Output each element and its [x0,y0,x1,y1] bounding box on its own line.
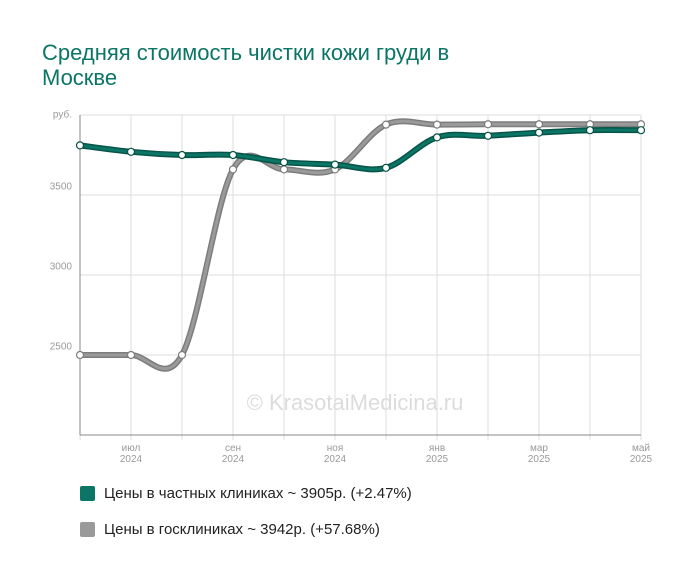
point [534,128,544,137]
legend-item: Цены в госклиниках ~ 3942р. (+57.68%) [80,521,380,538]
y-tick-label: руб. [53,109,72,121]
point [534,120,544,129]
x-tick-label: май 2025 [629,443,653,465]
point [483,131,493,140]
line [79,128,642,171]
point [585,126,595,135]
point [636,126,646,135]
point [432,120,442,129]
y-tick-label: 3000 [50,262,73,273]
legend-swatch [80,486,95,501]
point [483,120,493,129]
point [330,160,340,169]
x-tick-label: сен 2024 [221,443,245,465]
point [228,165,238,174]
x-tick-label: июл 2024 [119,443,143,465]
point [75,350,85,360]
line-edge [80,118,641,372]
point [381,163,391,172]
chart-title: Средняя стоимость чистки кожи груди в Мо… [42,40,450,90]
line [80,119,641,371]
x-tick-label: мар 2025 [527,443,551,465]
point [279,165,289,174]
point [177,150,187,160]
point [126,350,136,360]
point [432,133,442,142]
legend-label: Цены в госклиниках ~ 3942р. (+57.68%) [104,521,380,538]
legend-label: Цены в частных клиниках ~ 3905р. (+2.47%… [104,485,412,502]
point [126,147,136,156]
point [279,158,289,167]
watermark: © KrasotaiMedicina.ru [247,390,464,415]
point [228,150,238,160]
y-tick-label: 3500 [50,182,73,193]
legend-swatch [80,522,95,537]
point [177,350,187,360]
x-tick-label: ноя 2024 [323,443,347,465]
grid [79,114,642,440]
point [381,120,391,129]
y-tick-label: 2500 [50,342,73,353]
legend-item: Цены в частных клиниках ~ 3905р. (+2.47%… [80,485,412,502]
x-tick-label: янв 2025 [425,443,449,465]
point [75,141,85,150]
